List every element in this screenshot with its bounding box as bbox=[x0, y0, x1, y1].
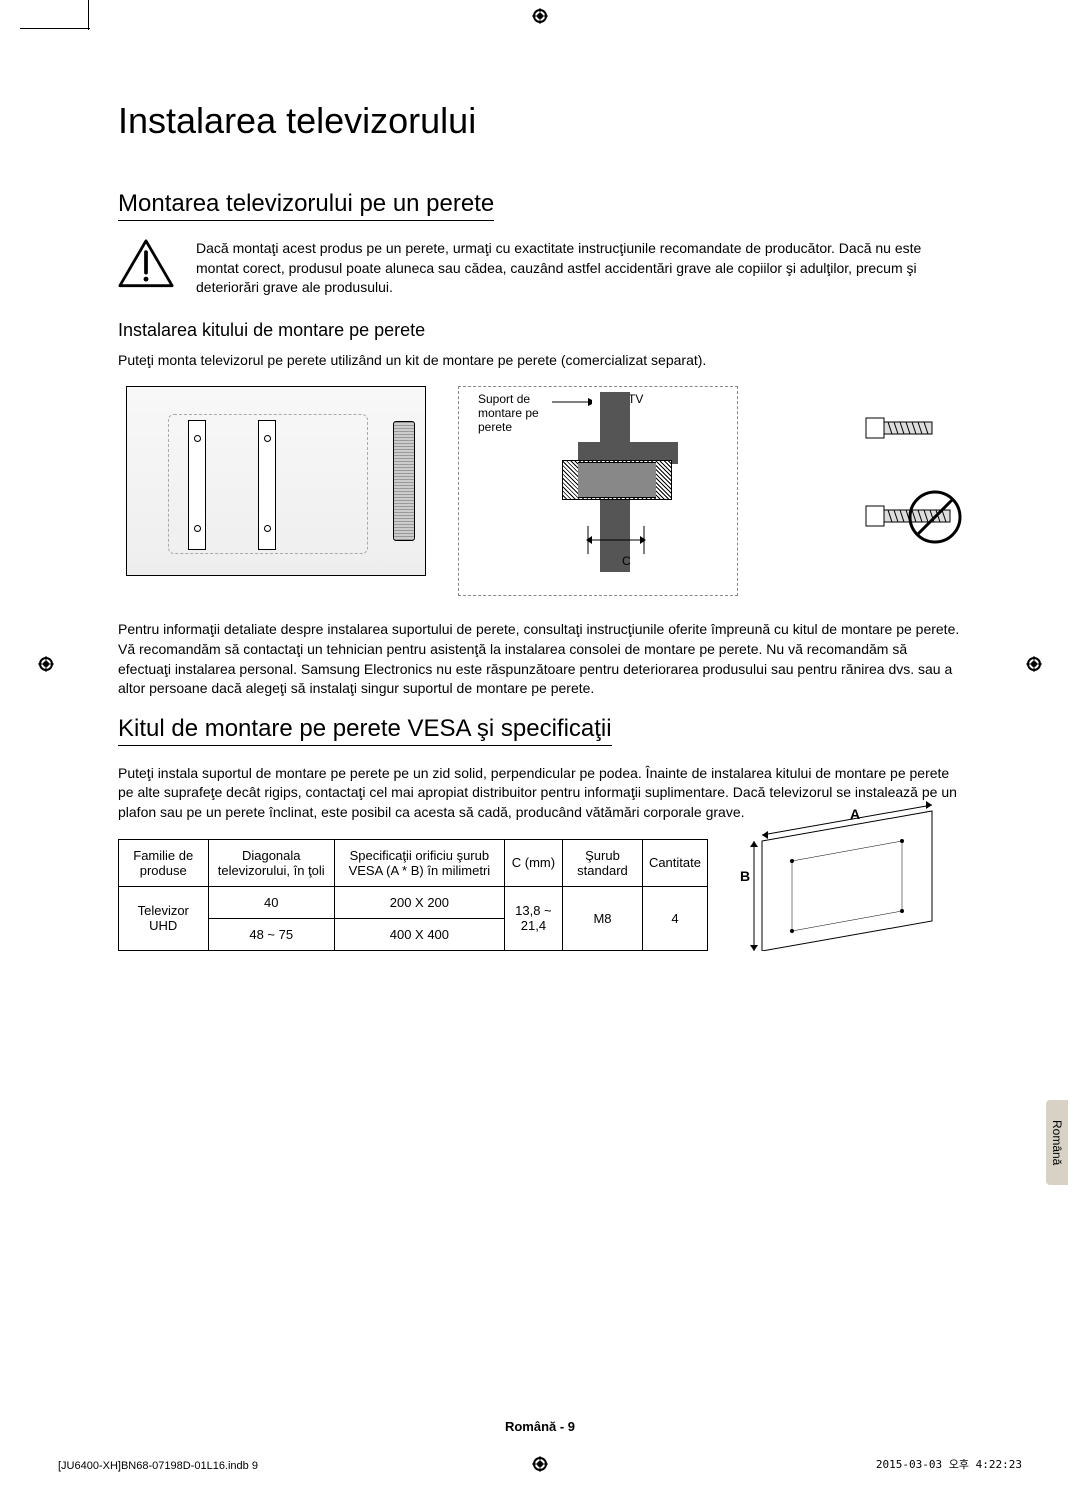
vesa-dimension-diagram: A B bbox=[732, 801, 962, 951]
mount-cylinder bbox=[393, 421, 415, 541]
td-screw: M8 bbox=[563, 886, 643, 950]
page-content: Instalarea televizorului Montarea televi… bbox=[118, 100, 962, 951]
label-mount: Suport de montare pe perete bbox=[478, 392, 558, 434]
warning-block: Dacă montaţi acest produs pe un perete, … bbox=[118, 239, 962, 298]
prohibited-icon bbox=[908, 490, 962, 544]
label-a: A bbox=[850, 806, 860, 822]
section-heading-vesa: Kitul de montare pe perete VESA şi speci… bbox=[118, 715, 612, 746]
table-row: Televizor UHD 40 200 X 200 13,8 ~ 21,4 M… bbox=[119, 886, 708, 918]
th-screw: Şurub standard bbox=[563, 839, 643, 886]
td-qty: 4 bbox=[642, 886, 707, 950]
th-diagonal: Diagonala televizorului, în ţoli bbox=[208, 839, 334, 886]
spec-table-wrap: Familie de produse Diagonala televizorul… bbox=[118, 839, 962, 951]
print-meta-left: [JU6400-XH]BN68-07198D-01L16.indb 9 bbox=[58, 1460, 258, 1472]
intro-text: Puteţi monta televizorul pe perete utili… bbox=[118, 351, 962, 371]
page-title: Instalarea televizorului bbox=[118, 100, 962, 142]
bracket-left bbox=[188, 420, 206, 550]
th-vesa: Specificaţii orificiu şurub VESA (A * B)… bbox=[334, 839, 504, 886]
page-number-footer: Română - 9 bbox=[0, 1419, 1080, 1434]
warning-text: Dacă montaţi acest produs pe un perete, … bbox=[196, 239, 962, 298]
bracket-right bbox=[258, 420, 276, 550]
wall-mount-diagram: Suport de montare pe perete TV C bbox=[118, 386, 962, 596]
th-qty: Cantitate bbox=[642, 839, 707, 886]
detail-paragraph: Pentru informaţii detaliate despre insta… bbox=[118, 620, 962, 698]
label-c: C bbox=[622, 554, 631, 568]
screw-allowed-diagram bbox=[862, 408, 962, 453]
registration-mark-icon bbox=[38, 656, 54, 672]
wall-fill bbox=[578, 462, 656, 498]
dimension-c-arrows bbox=[586, 526, 646, 556]
warning-icon bbox=[118, 239, 174, 288]
td-diagonal: 48 ~ 75 bbox=[208, 918, 334, 950]
th-c: C (mm) bbox=[504, 839, 562, 886]
td-c: 13,8 ~ 21,4 bbox=[504, 886, 562, 950]
th-family: Familie de produse bbox=[119, 839, 209, 886]
td-vesa: 400 X 400 bbox=[334, 918, 504, 950]
subheading-kit-install: Instalarea kitului de montare pe perete bbox=[118, 320, 962, 341]
registration-mark-icon bbox=[1026, 656, 1042, 672]
td-vesa: 200 X 200 bbox=[334, 886, 504, 918]
label-b: B bbox=[740, 868, 750, 884]
language-tab: Română bbox=[1046, 1100, 1068, 1185]
registration-mark-icon bbox=[532, 8, 548, 24]
registration-mark-icon bbox=[532, 1456, 548, 1472]
td-diagonal: 40 bbox=[208, 886, 334, 918]
table-header-row: Familie de produse Diagonala televizorul… bbox=[119, 839, 708, 886]
section-heading-mounting: Montarea televizorului pe un perete bbox=[118, 190, 494, 221]
spec-table: Familie de produse Diagonala televizorul… bbox=[118, 839, 708, 951]
td-family: Televizor UHD bbox=[119, 886, 209, 950]
print-meta-right: 2015-03-03 오후 4:22:23 bbox=[876, 1456, 1022, 1472]
